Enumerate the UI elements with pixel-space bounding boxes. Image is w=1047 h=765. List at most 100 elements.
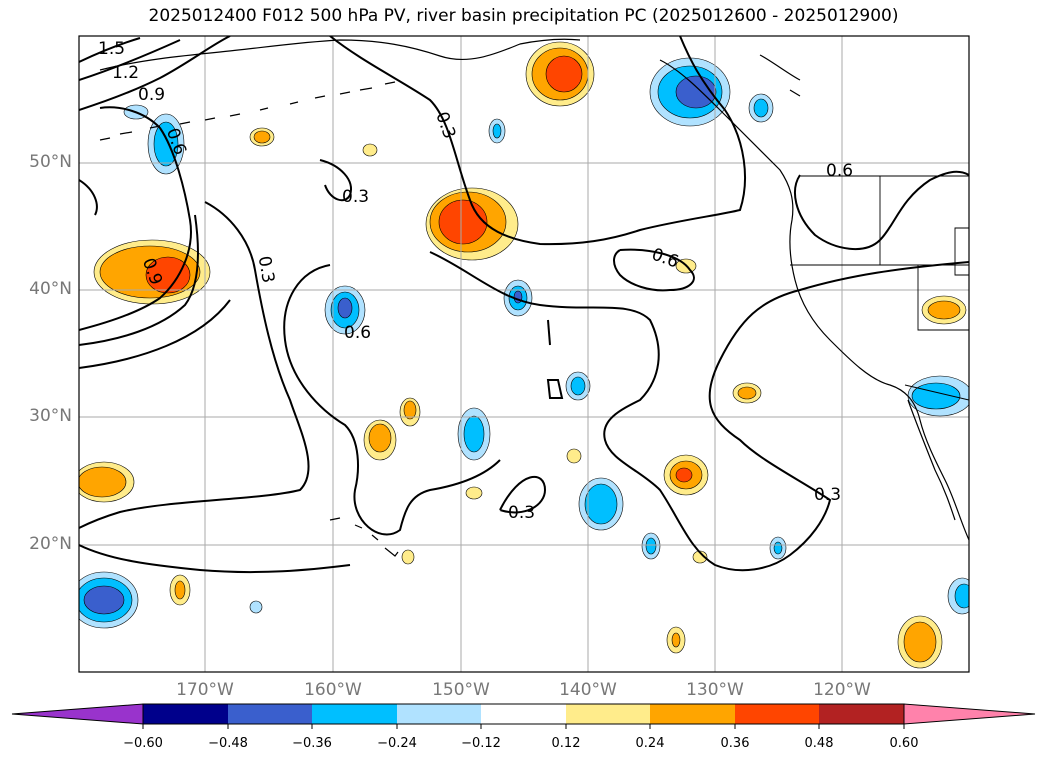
colorbar-segment bbox=[228, 704, 312, 724]
colorbar-tick-label: 0.12 bbox=[551, 736, 581, 751]
contour-label: 0.3 bbox=[431, 109, 459, 141]
lat-label: 40°N bbox=[29, 279, 72, 299]
map-title: 2025012400 F012 500 hPa PV, river basin … bbox=[148, 6, 899, 26]
precip-blob bbox=[903, 621, 937, 663]
contour-label: 1.2 bbox=[112, 63, 139, 83]
colorbar-segment bbox=[566, 704, 650, 724]
pv-contour-0.3-central bbox=[329, 36, 746, 246]
colorbar-tick-label: −0.60 bbox=[123, 736, 163, 751]
colorbar-tick-label: −0.24 bbox=[377, 736, 417, 751]
precip-blob bbox=[368, 423, 392, 453]
pv-contour-1.5 bbox=[79, 37, 141, 63]
precip-blob bbox=[675, 467, 693, 483]
colorbar-segment bbox=[397, 704, 481, 724]
pv-contour-0.3-bottom bbox=[79, 544, 351, 574]
precip-blob bbox=[403, 400, 417, 420]
map-frame bbox=[78, 35, 970, 673]
colorbar-segment bbox=[143, 704, 228, 724]
colorbar-outline bbox=[142, 703, 905, 725]
colorbar-segment bbox=[650, 704, 735, 724]
pv-contour-0.9-north bbox=[79, 36, 231, 111]
graticule bbox=[79, 36, 969, 672]
colorbar-extend-high bbox=[903, 703, 1036, 725]
precip-blob bbox=[753, 98, 769, 118]
precip-blob bbox=[174, 580, 186, 600]
colorbar-tick-label: −0.36 bbox=[292, 736, 332, 751]
precip-blob bbox=[83, 585, 125, 615]
colorbar-segment bbox=[481, 704, 566, 724]
pv-contour-0.3-small bbox=[499, 475, 547, 514]
precip-blob bbox=[438, 199, 488, 245]
lon-label: 120°W bbox=[813, 680, 871, 700]
lon-label: 170°W bbox=[176, 680, 234, 700]
baja-coast bbox=[907, 399, 956, 521]
contour-label: 0.6 bbox=[344, 323, 371, 343]
precip-blob bbox=[145, 256, 191, 294]
north-america-coast bbox=[659, 59, 969, 541]
lat-label: 30°N bbox=[29, 406, 72, 426]
inland-coast bbox=[759, 54, 801, 97]
pv-contour-0.9-west bbox=[79, 106, 192, 331]
colorbar-tick-label: −0.12 bbox=[461, 736, 501, 751]
precip-blob bbox=[463, 415, 485, 453]
precip-blob bbox=[773, 541, 783, 555]
precip-blob bbox=[362, 143, 378, 157]
pv-contour-0.6-right bbox=[613, 248, 695, 292]
colorbar bbox=[11, 703, 1036, 729]
precip-blob bbox=[545, 55, 583, 93]
lat-label: 20°N bbox=[29, 534, 72, 554]
precip-blob bbox=[927, 300, 961, 320]
aleutian-islands bbox=[99, 81, 396, 141]
precip-blob bbox=[492, 123, 502, 139]
precip-blob bbox=[337, 297, 353, 319]
precip-blob bbox=[401, 549, 415, 565]
precip-blob bbox=[249, 600, 263, 614]
pv-contour-0.6-ne bbox=[794, 170, 969, 251]
colorbar-tick-label: 0.60 bbox=[889, 736, 919, 751]
lon-label: 160°W bbox=[304, 680, 362, 700]
colorbar-extend-low bbox=[11, 703, 144, 725]
pv-contour-0.3-east bbox=[429, 251, 969, 572]
colorbar-tick-label: 0.36 bbox=[720, 736, 750, 751]
precip-blob bbox=[737, 386, 757, 400]
pv-contour-0.6-west bbox=[79, 214, 199, 346]
contour-label: 0.6 bbox=[826, 161, 853, 181]
precip-blob bbox=[570, 376, 586, 396]
precip-blob bbox=[566, 448, 582, 464]
pv-contour-small-1 bbox=[546, 379, 564, 399]
pv-contours bbox=[79, 36, 969, 574]
colorbar-tick-label: 0.48 bbox=[804, 736, 834, 751]
pv-contour-small-2 bbox=[547, 319, 551, 346]
precip-blob bbox=[153, 121, 179, 167]
colorbar-tick-label: 0.24 bbox=[635, 736, 665, 751]
alaska-coast bbox=[99, 38, 581, 71]
hawaii-islands bbox=[329, 517, 399, 557]
precip-blob bbox=[954, 583, 969, 609]
precip-blob bbox=[671, 632, 681, 648]
pv-contour-0.3-main bbox=[79, 179, 310, 529]
lon-label: 150°W bbox=[432, 680, 490, 700]
colorbar-segment bbox=[819, 704, 904, 724]
precip-blob bbox=[584, 483, 618, 525]
lon-label: 140°W bbox=[559, 680, 617, 700]
pv-contour-1.2 bbox=[79, 39, 181, 81]
lat-label: 50°N bbox=[29, 152, 72, 172]
contour-label: 0.3 bbox=[342, 187, 369, 207]
contour-label: 0.3 bbox=[508, 503, 535, 523]
colorbar-segment bbox=[312, 704, 397, 724]
precip-blob bbox=[692, 550, 708, 564]
political-boundaries bbox=[790, 175, 969, 401]
colorbar-segment bbox=[735, 704, 819, 724]
colorbar-tick-label: −0.48 bbox=[208, 736, 248, 751]
pv-contour-0.6-loop bbox=[319, 159, 352, 202]
precip-blob bbox=[79, 466, 127, 498]
contour-label: 1.5 bbox=[98, 39, 125, 59]
precip-anomaly-shading bbox=[79, 41, 969, 669]
coastlines bbox=[99, 38, 969, 557]
precip-blob bbox=[253, 130, 271, 144]
pv-contour-0.6-central bbox=[283, 264, 501, 536]
precip-blob bbox=[645, 537, 657, 555]
contour-label: 0.3 bbox=[254, 255, 278, 285]
contour-label: 0.9 bbox=[138, 85, 165, 105]
lon-label: 130°W bbox=[686, 680, 744, 700]
